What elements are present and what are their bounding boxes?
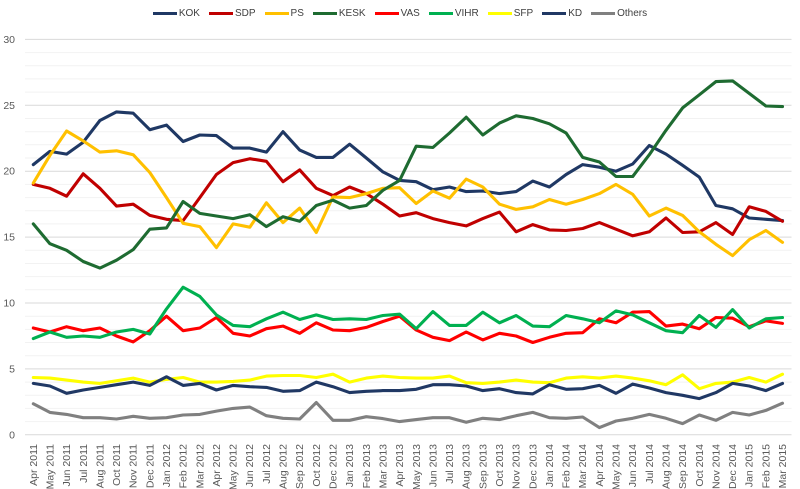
svg-text:Jan 2012: Jan 2012 — [161, 444, 173, 487]
svg-text:Jul 2011: Jul 2011 — [78, 444, 90, 483]
svg-text:Oct 2013: Oct 2013 — [494, 444, 506, 487]
svg-text:0: 0 — [9, 429, 15, 441]
svg-text:30: 30 — [3, 34, 15, 46]
svg-text:Aug 2014: Aug 2014 — [661, 444, 673, 489]
svg-text:Jan 2015: Jan 2015 — [744, 444, 756, 487]
svg-text:Oct 2011: Oct 2011 — [111, 444, 123, 486]
svg-text:Feb 2013: Feb 2013 — [361, 444, 373, 489]
svg-text:Sep 2012: Sep 2012 — [294, 444, 306, 489]
svg-text:Mar 2012: Mar 2012 — [194, 444, 206, 489]
svg-text:10: 10 — [3, 298, 15, 310]
svg-text:Feb 2014: Feb 2014 — [561, 444, 573, 489]
svg-text:May 2013: May 2013 — [411, 444, 423, 489]
svg-text:May 2012: May 2012 — [228, 444, 240, 489]
svg-text:Mar 2015: Mar 2015 — [777, 444, 789, 489]
svg-text:Oct 2014: Oct 2014 — [694, 444, 706, 487]
svg-text:Dec 2012: Dec 2012 — [328, 444, 340, 489]
svg-text:25: 25 — [3, 100, 15, 112]
svg-text:Mar 2014: Mar 2014 — [577, 444, 589, 489]
svg-text:Jul 2012: Jul 2012 — [261, 444, 273, 484]
svg-text:15: 15 — [3, 232, 15, 244]
svg-text:Dec 2013: Dec 2013 — [527, 444, 539, 489]
svg-text:Jan 2014: Jan 2014 — [544, 444, 556, 487]
svg-text:Feb 2012: Feb 2012 — [178, 444, 190, 489]
svg-text:Apr 2014: Apr 2014 — [594, 444, 606, 487]
svg-text:Dec 2014: Dec 2014 — [727, 444, 739, 489]
svg-text:Jul 2014: Jul 2014 — [644, 444, 656, 484]
svg-text:May 2014: May 2014 — [611, 444, 623, 489]
svg-text:Sep 2013: Sep 2013 — [477, 444, 489, 489]
svg-text:Jul 2013: Jul 2013 — [444, 444, 456, 484]
svg-text:May 2011: May 2011 — [44, 444, 56, 489]
svg-text:Jun 2011: Jun 2011 — [61, 444, 73, 487]
svg-text:Jun 2012: Jun 2012 — [244, 444, 256, 487]
svg-text:Mar 2013: Mar 2013 — [377, 444, 389, 489]
svg-text:Sep 2014: Sep 2014 — [677, 444, 689, 489]
svg-text:Nov 2011: Nov 2011 — [128, 444, 140, 488]
svg-text:Apr 2013: Apr 2013 — [394, 444, 406, 487]
svg-text:Apr 2011: Apr 2011 — [28, 444, 40, 486]
svg-text:Feb 2015: Feb 2015 — [760, 444, 772, 489]
svg-text:Jun 2014: Jun 2014 — [627, 444, 639, 487]
svg-text:Aug 2011: Aug 2011 — [94, 444, 106, 488]
svg-text:Apr 2012: Apr 2012 — [211, 444, 223, 487]
svg-text:Aug 2013: Aug 2013 — [461, 444, 473, 489]
svg-text:5: 5 — [9, 363, 15, 375]
svg-text:20: 20 — [3, 166, 15, 178]
svg-text:Nov 2013: Nov 2013 — [511, 444, 523, 489]
svg-text:Dec 2011: Dec 2011 — [144, 444, 156, 488]
svg-text:Jun 2013: Jun 2013 — [427, 444, 439, 487]
svg-text:Jan 2013: Jan 2013 — [344, 444, 356, 487]
svg-text:Aug 2012: Aug 2012 — [278, 444, 290, 489]
svg-text:Oct 2012: Oct 2012 — [311, 444, 323, 487]
svg-text:Nov 2014: Nov 2014 — [710, 444, 722, 489]
